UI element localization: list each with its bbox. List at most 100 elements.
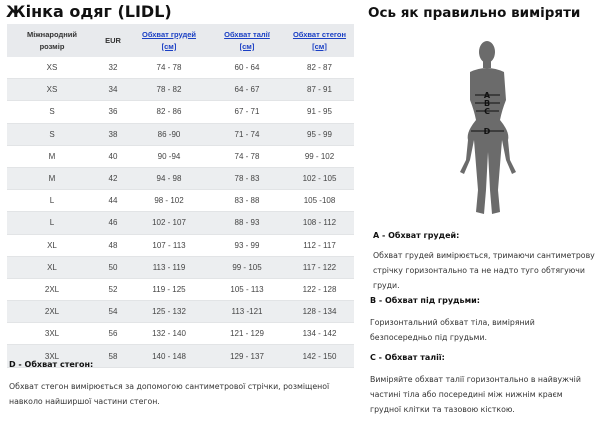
section-d-title: D - Обхват стегон: bbox=[9, 360, 94, 369]
table-cell: 105 - 113 bbox=[209, 278, 285, 302]
table-cell: 113 - 119 bbox=[129, 256, 209, 279]
table-cell: 87 - 91 bbox=[285, 78, 354, 102]
table-cell: 99 - 105 bbox=[209, 256, 285, 279]
column-header-link[interactable]: Обхват грудей bbox=[141, 29, 197, 39]
column-unit-link[interactable]: [см] bbox=[312, 41, 327, 51]
table-cell: S bbox=[7, 123, 97, 146]
figure-label-c: C bbox=[484, 107, 490, 116]
table-cell: 78 - 82 bbox=[129, 78, 209, 102]
table-cell: 52 bbox=[97, 278, 129, 302]
table-cell: 134 - 142 bbox=[285, 322, 354, 346]
table-cell: 99 - 102 bbox=[285, 145, 354, 168]
table-cell: 64 - 67 bbox=[209, 78, 285, 102]
column-header[interactable]: Обхват талії [см] bbox=[209, 24, 285, 57]
column-header-link[interactable]: Обхват стегон bbox=[292, 29, 347, 39]
table-cell: 71 - 74 bbox=[209, 123, 285, 146]
figure-label-a: A bbox=[484, 91, 491, 100]
section-d-text: Обхват стегон вимірюється за допомогою с… bbox=[9, 382, 330, 406]
section-c-title: C - Обхват талії: bbox=[370, 353, 445, 362]
table-row: XL 48 107 - 113 93 - 99 112 - 117 bbox=[7, 234, 354, 257]
table-cell: 112 - 117 bbox=[285, 234, 354, 257]
table-row: M 40 90 -94 74 - 78 99 - 102 bbox=[7, 145, 354, 168]
table-title: Жінка одяг (LIDL) bbox=[6, 2, 172, 21]
table-cell: 93 - 99 bbox=[209, 234, 285, 257]
table-cell: 117 - 122 bbox=[285, 256, 354, 279]
table-cell: 102 - 107 bbox=[129, 211, 209, 235]
table-cell: 105 -108 bbox=[285, 189, 354, 213]
table-row: XS 32 74 - 78 60 - 64 82 - 87 bbox=[7, 57, 354, 80]
table-cell: 82 - 87 bbox=[285, 57, 354, 80]
table-cell: 113 -121 bbox=[209, 300, 285, 324]
table-row: XS 34 78 - 82 64 - 67 87 - 91 bbox=[7, 78, 354, 102]
table-cell: 60 - 64 bbox=[209, 57, 285, 80]
table-cell: M bbox=[7, 167, 97, 191]
section-b-title: B - Обхват під грудьми: bbox=[370, 296, 480, 305]
section-a-title: A - Обхват грудей: bbox=[373, 231, 460, 240]
table-cell: XL bbox=[7, 234, 97, 257]
table-row: S 38 86 -90 71 - 74 95 - 99 bbox=[7, 123, 354, 146]
table-cell: 46 bbox=[97, 211, 129, 235]
table-cell: 132 - 140 bbox=[129, 322, 209, 346]
table-cell: XS bbox=[7, 57, 97, 80]
table-cell: 54 bbox=[97, 300, 129, 324]
table-cell: 102 - 105 bbox=[285, 167, 354, 191]
table-cell: 67 - 71 bbox=[209, 100, 285, 124]
table-cell: 83 - 88 bbox=[209, 189, 285, 213]
table-cell: 3XL bbox=[7, 322, 97, 346]
table-cell: 140 - 148 bbox=[129, 344, 209, 368]
measure-title: Ось як правильно виміряти bbox=[368, 5, 581, 21]
table-cell: XL bbox=[7, 256, 97, 279]
table-cell: 74 - 78 bbox=[209, 145, 285, 168]
table-cell: 125 - 132 bbox=[129, 300, 209, 324]
table-row: L 44 98 - 102 83 - 88 105 -108 bbox=[7, 189, 354, 213]
table-row: S 36 82 - 86 67 - 71 91 - 95 bbox=[7, 100, 354, 124]
table-cell: 82 - 86 bbox=[129, 100, 209, 124]
table-cell: 86 -90 bbox=[129, 123, 209, 146]
table-row: XL 50 113 - 119 99 - 105 117 - 122 bbox=[7, 256, 354, 279]
column-unit-link[interactable]: [см] bbox=[239, 41, 255, 51]
table-cell: 3XL bbox=[7, 344, 97, 368]
table-row: 3XL 56 132 - 140 121 - 129 134 - 142 bbox=[7, 322, 354, 346]
table-cell: 58 bbox=[97, 344, 129, 368]
table-cell: 74 - 78 bbox=[129, 57, 209, 80]
table-row: M 42 94 - 98 78 - 83 102 - 105 bbox=[7, 167, 354, 191]
column-unit-link[interactable]: [см] bbox=[161, 41, 177, 51]
column-header-label: Міжнародний розмір bbox=[27, 29, 77, 51]
figure-label-b: B bbox=[484, 99, 490, 108]
section-c-text: Виміряйте обхват талії горизонтально в н… bbox=[370, 375, 581, 414]
table-cell: 91 - 95 bbox=[285, 100, 354, 124]
table-cell: L bbox=[7, 211, 97, 235]
table-cell: 38 bbox=[97, 123, 129, 146]
column-header: Міжнародний розмір bbox=[7, 24, 97, 57]
table-cell: 90 -94 bbox=[129, 145, 209, 168]
table-cell: 122 - 128 bbox=[285, 278, 354, 302]
table-cell: 94 - 98 bbox=[129, 167, 209, 191]
table-cell: 107 - 113 bbox=[129, 234, 209, 257]
body-figure-illustration: A B C D bbox=[460, 41, 516, 214]
table-row: 2XL 54 125 - 132 113 -121 128 - 134 bbox=[7, 300, 354, 324]
table-cell: 78 - 83 bbox=[209, 167, 285, 191]
column-header[interactable]: Обхват грудей [см] bbox=[129, 24, 209, 57]
section-b-text: Горизонтальний обхват тіла, виміряний бе… bbox=[370, 318, 535, 342]
table-row: 2XL 52 119 - 125 105 - 113 122 - 128 bbox=[7, 278, 354, 302]
table-cell: XS bbox=[7, 78, 97, 102]
column-header-label: EUR bbox=[105, 35, 121, 45]
column-header[interactable]: Обхват стегон [см] bbox=[285, 24, 354, 57]
section-a-text: Обхват грудей вимірюється, тримаючи сант… bbox=[373, 251, 595, 290]
table-cell: 95 - 99 bbox=[285, 123, 354, 146]
table-cell: 129 - 137 bbox=[209, 344, 285, 368]
table-cell: 50 bbox=[97, 256, 129, 279]
table-cell: 2XL bbox=[7, 300, 97, 324]
table-cell: 34 bbox=[97, 78, 129, 102]
table-cell: S bbox=[7, 100, 97, 124]
table-row: L 46 102 - 107 88 - 93 108 - 112 bbox=[7, 211, 354, 235]
table-cell: 128 - 134 bbox=[285, 300, 354, 324]
table-cell: 48 bbox=[97, 234, 129, 257]
table-cell: 56 bbox=[97, 322, 129, 346]
table-cell: 98 - 102 bbox=[129, 189, 209, 213]
column-header-link[interactable]: Обхват талії bbox=[224, 29, 270, 39]
table-cell: 121 - 129 bbox=[209, 322, 285, 346]
table-cell: 40 bbox=[97, 145, 129, 168]
table-cell: 36 bbox=[97, 100, 129, 124]
table-cell: 44 bbox=[97, 189, 129, 213]
